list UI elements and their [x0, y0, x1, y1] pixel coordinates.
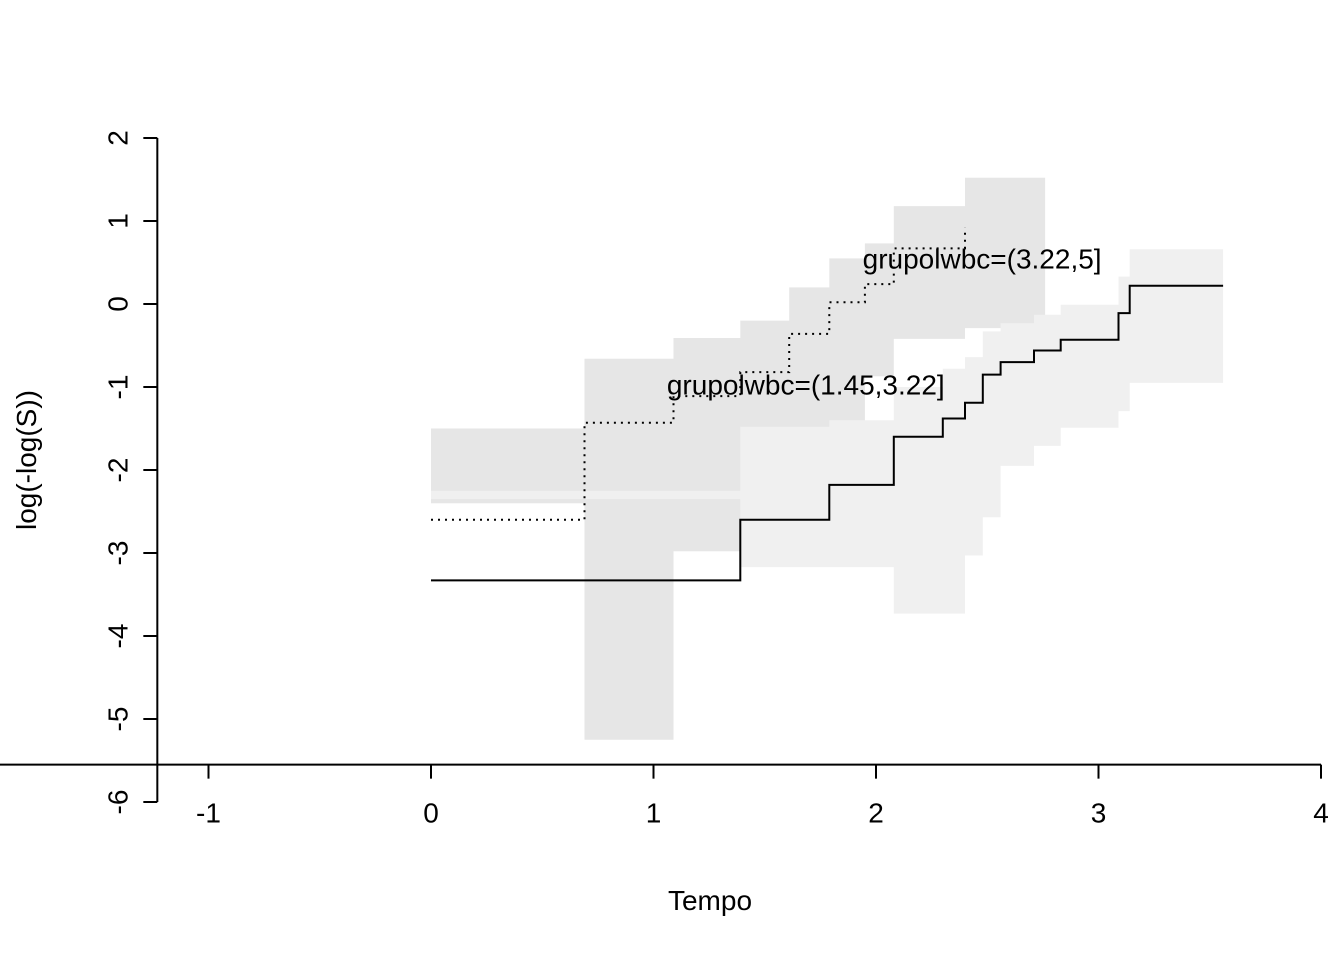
confidence-band-2: [431, 249, 1224, 614]
x-axis-title: Tempo: [668, 885, 752, 916]
step-line-2: [431, 284, 1224, 582]
y-tick-label: -3: [102, 541, 133, 566]
y-tick-label: 0: [102, 296, 133, 312]
x-tick-label: -1: [196, 798, 221, 829]
x-tick-label: 1: [646, 798, 662, 829]
y-tick-label: -2: [102, 458, 133, 483]
y-axis-ticks: -6 -5 -4 -3 -2 -1 0 1 2: [102, 130, 158, 815]
survival-curves: [431, 227, 1224, 582]
y-tick-label: -5: [102, 707, 133, 732]
curve-label-2: grupolwbc=(1.45,3.22]: [667, 369, 945, 400]
y-tick-label: -4: [102, 624, 133, 649]
x-tick-label: 4: [1313, 798, 1329, 829]
confidence-band-1: [431, 177, 1046, 740]
y-tick-label: 2: [102, 130, 133, 146]
x-tick-label: 3: [1091, 798, 1107, 829]
confidence-bands: [431, 177, 1224, 740]
step-line-1: [431, 227, 966, 521]
axes: -1 0 1 2 3 4 -6 -5 -4 -3 -2 -1 0 1 2: [0, 130, 1329, 829]
x-axis-ticks: -1 0 1 2 3 4: [196, 764, 1329, 829]
x-tick-label: 2: [868, 798, 884, 829]
y-tick-label: -1: [102, 375, 133, 400]
y-tick-label: -6: [102, 790, 133, 815]
curve-label-1: grupolwbc=(3.22,5]: [863, 243, 1102, 274]
x-tick-label: 0: [423, 798, 439, 829]
curve-annotations: grupolwbc=(3.22,5] grupolwbc=(1.45,3.22]: [667, 243, 1102, 400]
y-tick-label: 1: [102, 213, 133, 229]
y-axis-title: log(-log(S)): [11, 390, 42, 530]
